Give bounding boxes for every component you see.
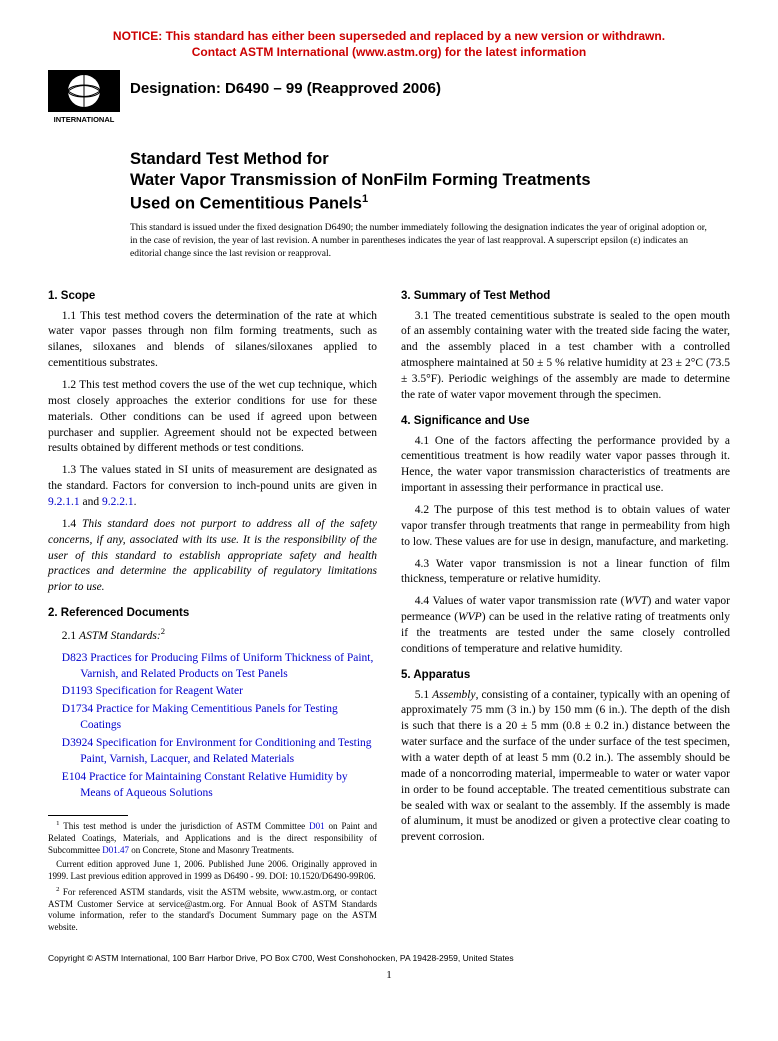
designation-line: Designation: D6490 – 99 (Reapproved 2006… — [130, 70, 441, 97]
xref-9221[interactable]: 9.2.2.1 — [102, 496, 134, 508]
ref-code-link[interactable]: E104 — [62, 771, 86, 783]
committee-link-d01[interactable]: D01 — [309, 821, 325, 831]
xref-9211[interactable]: 9.2.1.1 — [48, 496, 80, 508]
document-page: NOTICE: This standard has either been su… — [0, 0, 778, 1001]
para-1-2: 1.2 This test method covers the use of t… — [48, 378, 377, 457]
para-1-4: 1.4 This standard does not purport to ad… — [48, 517, 377, 596]
para-4-1: 4.1 One of the factors affecting the per… — [401, 434, 730, 497]
subcommittee-link-d0147[interactable]: D01.47 — [102, 845, 129, 855]
ref-title-link[interactable]: Practice for Making Cementitious Panels … — [80, 703, 338, 731]
page-number: 1 — [48, 969, 730, 981]
section-3-head: 3. Summary of Test Method — [401, 289, 730, 305]
copyright-line: Copyright © ASTM International, 100 Barr… — [48, 953, 730, 963]
title-line-3: Used on Cementitious Panels1 — [130, 192, 730, 215]
para-5-1: 5.1 Assembly, consisting of a container,… — [401, 688, 730, 847]
para-2-1: 2.1 ASTM Standards:2 — [48, 626, 377, 645]
para-4-4: 4.4 Values of water vapor transmission r… — [401, 594, 730, 657]
ref-code-link[interactable]: D3924 — [62, 737, 93, 749]
ref-item: D3924 Specification for Environment for … — [48, 736, 377, 768]
ref-item: D823 Practices for Producing Films of Un… — [48, 651, 377, 683]
title-superscript: 1 — [362, 193, 368, 205]
ref-title-link[interactable]: Practice for Maintaining Constant Relati… — [80, 771, 347, 799]
notice-line-1: NOTICE: This standard has either been su… — [113, 29, 665, 43]
logo-bottom-text: INTERNATIONAL — [54, 115, 115, 124]
ref-code-link[interactable]: D1193 — [62, 685, 93, 697]
footnote-1: 1 This test method is under the jurisdic… — [48, 820, 377, 856]
ref-item: D1734 Practice for Making Cementitious P… — [48, 702, 377, 734]
footnote-separator — [48, 815, 128, 816]
notice-line-2: Contact ASTM International (www.astm.org… — [192, 45, 586, 59]
ref-title-link[interactable]: Practices for Producing Films of Uniform… — [80, 652, 373, 680]
para-3-1: 3.1 The treated cementitious substrate i… — [401, 309, 730, 404]
title-line-1: Standard Test Method for — [130, 149, 730, 170]
astm-logo: INTERNATIONAL — [48, 70, 120, 131]
ref-code-link[interactable]: D1734 — [62, 703, 93, 715]
para-1-1: 1.1 This test method covers the determin… — [48, 309, 377, 372]
ref-title-link[interactable]: Specification for Environment for Condit… — [80, 737, 371, 765]
title-line-2: Water Vapor Transmission of NonFilm Form… — [130, 170, 730, 191]
supersession-notice: NOTICE: This standard has either been su… — [48, 28, 730, 60]
section-5-head: 5. Apparatus — [401, 668, 730, 684]
referenced-standards-list: D823 Practices for Producing Films of Un… — [48, 651, 377, 802]
ref-item: E104 Practice for Maintaining Constant R… — [48, 770, 377, 802]
ref-title-link[interactable]: Specification for Reagent Water — [93, 685, 243, 697]
right-column: 3. Summary of Test Method 3.1 The treate… — [401, 279, 730, 937]
left-column: 1. Scope 1.1 This test method covers the… — [48, 279, 377, 937]
ref-code-link[interactable]: D823 — [62, 652, 88, 664]
section-4-head: 4. Significance and Use — [401, 414, 730, 430]
para-1-3: 1.3 The values stated in SI units of mea… — [48, 463, 377, 511]
section-1-head: 1. Scope — [48, 289, 377, 305]
section-2-head: 2. Referenced Documents — [48, 606, 377, 622]
footnote-2: 2 For referenced ASTM standards, visit t… — [48, 886, 377, 934]
header-row: INTERNATIONAL Designation: D6490 – 99 (R… — [48, 70, 730, 131]
para-4-2: 4.2 The purpose of this test method is t… — [401, 503, 730, 551]
footnote-1b: Current edition approved June 1, 2006. P… — [48, 859, 377, 882]
para-4-3: 4.3 Water vapor transmission is not a li… — [401, 557, 730, 589]
ref-item: D1193 Specification for Reagent Water — [48, 684, 377, 700]
standard-title: Standard Test Method for Water Vapor Tra… — [130, 149, 730, 214]
body-columns: 1. Scope 1.1 This test method covers the… — [48, 279, 730, 937]
issuance-note: This standard is issued under the fixed … — [130, 222, 710, 260]
